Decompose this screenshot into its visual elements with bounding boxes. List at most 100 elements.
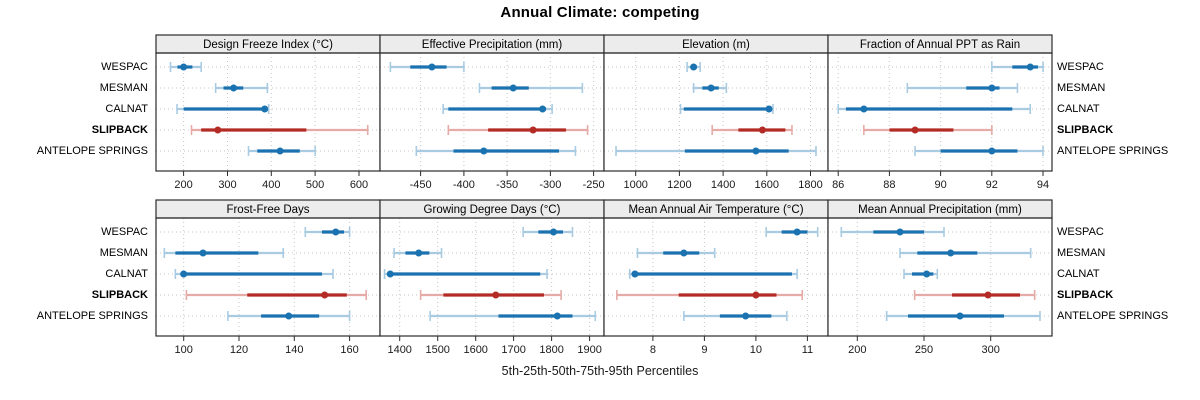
station-label-left-calnat: CALNAT	[105, 268, 148, 280]
series-calnat	[383, 269, 548, 279]
station-label-left-mesman: MESMAN	[99, 82, 148, 94]
median-dot	[276, 147, 284, 155]
series-wespac	[304, 227, 351, 237]
series-slipback	[913, 290, 1036, 300]
median-dot	[988, 84, 996, 92]
series-wespac	[991, 62, 1044, 72]
strip-title: Mean Annual Precipitation (mm)	[858, 204, 1022, 216]
median-dot	[947, 249, 955, 257]
axis-tick-label: 92	[986, 179, 998, 191]
station-label-right-slipback: SLIPBACK	[1057, 289, 1114, 301]
axis-tick-label: 86	[832, 179, 844, 191]
axis-tick-label: 500	[306, 179, 324, 191]
axis-tick-label: 90	[934, 179, 946, 191]
median-dot	[553, 312, 561, 320]
axis-tick-label: 1800	[539, 344, 563, 356]
series-wespac	[389, 62, 465, 72]
axis-tick-label: 200	[174, 179, 192, 191]
series-slipback	[863, 125, 993, 135]
axis-tick-label: 1900	[577, 344, 601, 356]
series-slipback	[711, 125, 793, 135]
strip-title: Growing Degree Days (°C)	[424, 204, 561, 216]
axis-tick-label: 1400	[711, 179, 735, 191]
station-label-left-wespac: WESPAC	[101, 61, 148, 73]
strip-title: Mean Annual Air Temperature (°C)	[628, 204, 803, 216]
series-mesman	[636, 248, 716, 258]
median-dot	[690, 63, 698, 71]
median-dot	[492, 291, 500, 299]
axis-tick-label: 1400	[387, 344, 411, 356]
plot-area	[604, 218, 828, 336]
median-dot	[261, 105, 269, 113]
median-dot	[415, 249, 423, 257]
axis-tick-label: 300	[218, 179, 236, 191]
plot-area	[828, 53, 1052, 171]
axis-tick-label: 11	[802, 344, 813, 356]
median-dot	[752, 147, 760, 155]
median-dot	[180, 63, 188, 71]
median-dot	[631, 270, 639, 278]
series-wespac	[686, 62, 701, 72]
axis-tick-label: 1600	[755, 179, 779, 191]
panel-frost-free-days: 100 120 140 160 Frost-Free Days	[155, 199, 381, 356]
series-wespac	[169, 62, 202, 72]
median-dot	[860, 105, 868, 113]
median-dot	[529, 126, 537, 134]
plot-area	[156, 218, 380, 336]
station-label-left-antelope-springs: ANTELOPE SPRINGS	[36, 310, 148, 322]
median-dot	[509, 84, 517, 92]
series-mesman	[692, 83, 728, 93]
plot-area	[604, 53, 828, 171]
plot-area	[380, 218, 604, 336]
median-dot	[680, 249, 688, 257]
station-label-left-mesman: MESMAN	[99, 247, 148, 259]
strip-title: Frost-Free Days	[226, 204, 309, 216]
axis-tick-label: 1500	[425, 344, 449, 356]
series-slipback	[616, 290, 804, 300]
series-wespac	[522, 227, 574, 237]
axis-tick-label: 1700	[501, 344, 525, 356]
series-slipback	[447, 125, 589, 135]
panel-growing-degree-days-c: 1400 1500 1600 1700 1800 1900 Growing Degree D…	[379, 199, 605, 356]
series-calnat	[628, 269, 798, 279]
axis-tick-label: 9	[701, 344, 707, 356]
median-dot	[923, 270, 931, 278]
axis-tick-label: 120	[230, 344, 248, 356]
median-dot	[214, 126, 222, 134]
axis-tick-label: 600	[350, 179, 368, 191]
median-dot	[321, 291, 329, 299]
axis-tick-label: 300	[982, 344, 1000, 356]
axis-tick-label: 88	[883, 179, 895, 191]
axis-tick-label: -300	[539, 179, 561, 191]
axis-tick-label: 140	[285, 344, 303, 356]
station-label-right-calnat: CALNAT	[1057, 103, 1100, 115]
chart-title: Annual Climate: competing	[500, 4, 700, 21]
median-dot	[332, 228, 340, 236]
median-dot	[752, 291, 760, 299]
axis-tick-label: 200	[848, 344, 866, 356]
series-mesman	[899, 248, 1032, 258]
strip-title: Fraction of Annual PPT as Rain	[860, 39, 1020, 51]
series-calnat	[174, 269, 334, 279]
axis-tick-label: 10	[750, 344, 762, 356]
panel-border	[827, 217, 1053, 337]
median-dot	[180, 270, 188, 278]
median-dot	[956, 312, 964, 320]
median-dot	[984, 291, 992, 299]
strip-title: Elevation (m)	[682, 39, 750, 51]
axis-tick-label: 1000	[623, 179, 647, 191]
axis-tick-label: 400	[262, 179, 280, 191]
series-mesman	[906, 83, 1019, 93]
series-slipback	[419, 290, 562, 300]
series-mesman	[163, 248, 285, 258]
chart-caption: 5th-25th-50th-75th-95th Percentiles	[501, 364, 699, 378]
station-label-right-mesman: MESMAN	[1057, 82, 1106, 94]
panel-effective-precipitation-mm: -450 -400 -350 -300 -250 Effective Precipitat…	[379, 34, 605, 191]
axis-tick-label: 1200	[667, 179, 691, 191]
median-dot	[707, 84, 715, 92]
axis-tick-label: -450	[410, 179, 432, 191]
series-calnat	[903, 269, 939, 279]
strip-title: Effective Precipitation (mm)	[422, 39, 563, 51]
median-dot	[742, 312, 750, 320]
station-label-left-slipback: SLIPBACK	[91, 124, 148, 136]
